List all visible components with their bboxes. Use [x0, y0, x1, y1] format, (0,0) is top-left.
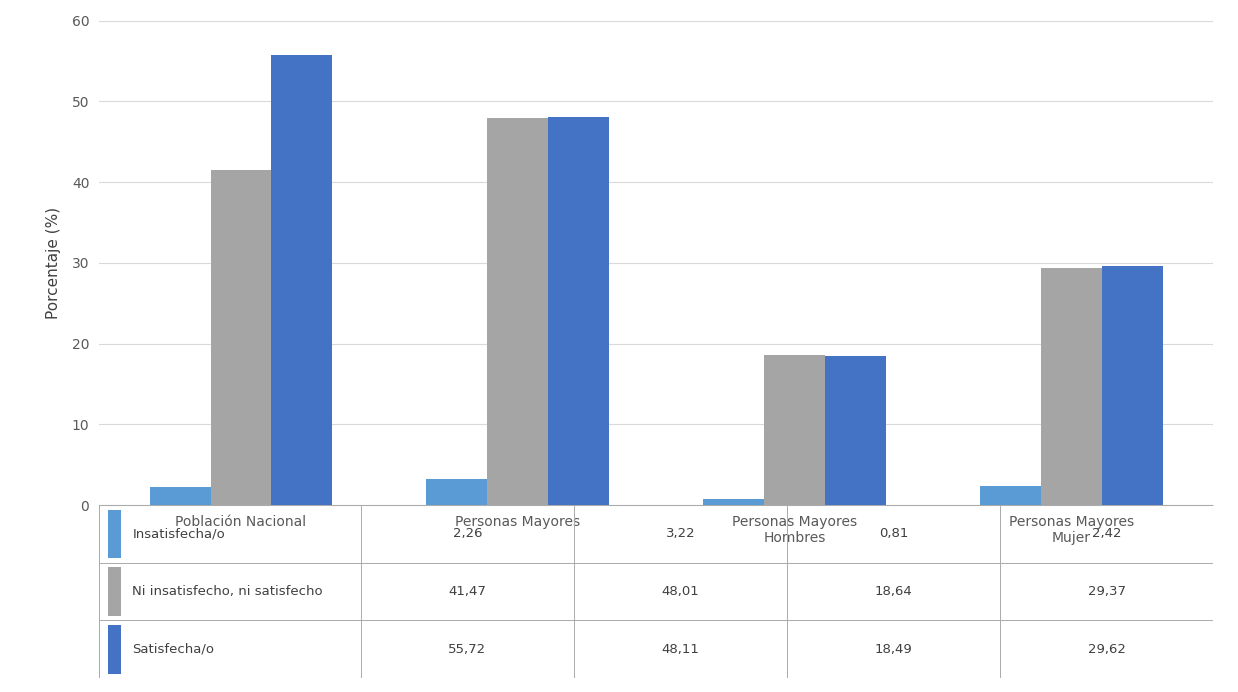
Bar	[108, 510, 121, 558]
Bar	[980, 486, 1041, 505]
Text: 18,64: 18,64	[875, 585, 912, 598]
Text: 29,62: 29,62	[1088, 643, 1125, 656]
Bar	[1041, 268, 1102, 505]
Text: 2,26: 2,26	[453, 527, 482, 540]
Bar	[108, 567, 121, 616]
Bar	[271, 55, 332, 505]
Text: 48,11: 48,11	[661, 643, 699, 656]
Text: 0,81: 0,81	[879, 527, 909, 540]
Bar	[150, 487, 210, 505]
Bar	[426, 479, 488, 505]
Bar	[108, 625, 121, 673]
Bar	[548, 117, 609, 505]
Y-axis label: Porcentaje (%): Porcentaje (%)	[46, 207, 61, 319]
Text: Satisfecha/o: Satisfecha/o	[132, 643, 214, 656]
Text: Insatisfecha/o: Insatisfecha/o	[132, 527, 225, 540]
Text: 18,49: 18,49	[875, 643, 912, 656]
Text: 3,22: 3,22	[666, 527, 696, 540]
Bar	[1102, 266, 1162, 505]
Bar	[210, 170, 271, 505]
Bar	[488, 118, 548, 505]
Text: 48,01: 48,01	[661, 585, 699, 598]
Bar	[703, 499, 764, 505]
Text: 41,47: 41,47	[448, 585, 487, 598]
Text: Ni insatisfecho, ni satisfecho: Ni insatisfecho, ni satisfecho	[132, 585, 323, 598]
Bar	[764, 355, 825, 505]
Text: 29,37: 29,37	[1088, 585, 1125, 598]
Text: 2,42: 2,42	[1092, 527, 1122, 540]
Bar	[825, 356, 886, 505]
Text: 55,72: 55,72	[448, 643, 487, 656]
